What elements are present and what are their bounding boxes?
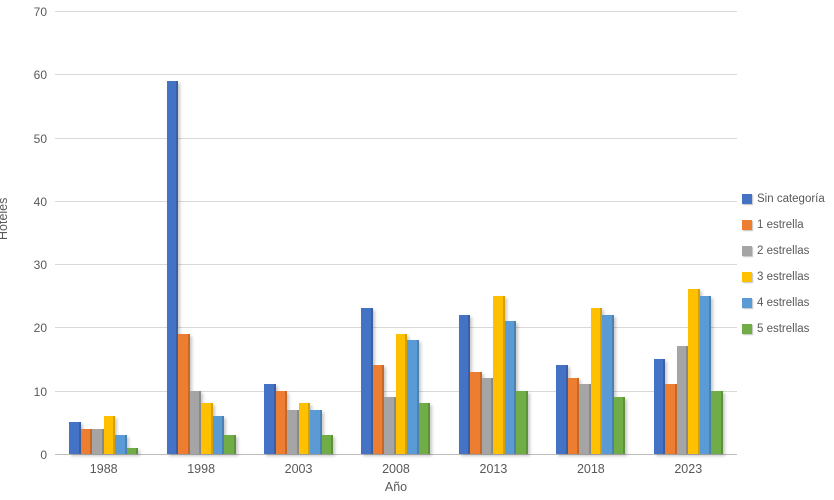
x-axis-tick-labels: 1988 1998 2003 2008 2013 2018 2023 bbox=[55, 462, 737, 478]
bar-3-estrellas-2018 bbox=[590, 308, 603, 454]
gridline-60 bbox=[55, 74, 737, 76]
bar-group-2003 bbox=[250, 11, 347, 455]
y-axis-tick-labels: 0 10 20 30 40 50 60 70 bbox=[0, 0, 47, 500]
bar-sin-categoría-1998 bbox=[166, 80, 179, 455]
bar-group-2018 bbox=[542, 11, 639, 455]
bar-5-estrellas-2023 bbox=[711, 390, 723, 455]
bar-1-estrella-2023 bbox=[665, 384, 677, 454]
x-tick-label-1998: 1998 bbox=[187, 462, 216, 476]
bar-4-estrellas-2018 bbox=[602, 314, 614, 455]
bar-3-estrellas-2003 bbox=[298, 403, 311, 454]
legend-label: 3 estrellas bbox=[757, 271, 810, 283]
legend-label: 1 estrella bbox=[757, 219, 804, 231]
x-tick-label-2023: 2023 bbox=[674, 462, 703, 476]
bar-5-estrellas-2013 bbox=[516, 390, 528, 455]
y-tick-label-0: 0 bbox=[40, 448, 47, 462]
bar-2-estrellas-1988 bbox=[92, 428, 104, 455]
legend-item-2-estrellas: 2 estrellas bbox=[742, 238, 825, 264]
x-axis-title: Año bbox=[384, 480, 408, 494]
bar-3-estrellas-2008 bbox=[395, 333, 408, 455]
gridline-20 bbox=[55, 327, 737, 329]
plot-area bbox=[55, 11, 737, 455]
bar-1-estrella-1998 bbox=[178, 333, 190, 455]
x-tick-label-2008: 2008 bbox=[382, 462, 410, 476]
bar-5-estrellas-2008 bbox=[418, 403, 431, 454]
bar-3-estrellas-1998 bbox=[201, 403, 213, 454]
x-tick-label-2018: 2018 bbox=[576, 462, 605, 476]
y-tick-label-60: 60 bbox=[33, 68, 47, 83]
bar-4-estrellas-2003 bbox=[310, 409, 322, 455]
legend-label: Sin categoría bbox=[757, 193, 825, 205]
bar-group-1988 bbox=[55, 11, 152, 455]
legend-label: 5 estrellas bbox=[757, 323, 810, 335]
bar-2-estrellas-2023 bbox=[676, 346, 689, 454]
bar-1-estrella-2018 bbox=[567, 378, 580, 454]
bar-1-estrella-2008 bbox=[372, 365, 385, 454]
bar-2-estrellas-2003 bbox=[287, 409, 299, 455]
bar-sin-categoría-2013 bbox=[458, 314, 471, 455]
x-tick-label-2003: 2003 bbox=[284, 462, 313, 476]
legend-item-sin-categoría: Sin categoría bbox=[742, 186, 825, 212]
legend-swatch-icon bbox=[742, 220, 752, 230]
bar-group-2008 bbox=[347, 11, 444, 455]
bar-sin-categoría-1988 bbox=[69, 422, 81, 454]
bar-5-estrellas-2003 bbox=[321, 435, 334, 454]
bar-5-estrellas-1988 bbox=[126, 447, 139, 455]
legend-item-5-estrellas: 5 estrellas bbox=[742, 316, 825, 342]
bar-5-estrellas-2018 bbox=[613, 397, 626, 454]
bar-2-estrellas-2008 bbox=[384, 397, 396, 454]
y-tick-label-50: 50 bbox=[33, 131, 47, 146]
legend-label: 2 estrellas bbox=[757, 245, 810, 257]
bar-3-estrellas-2023 bbox=[688, 289, 700, 454]
bar-2-estrellas-2013 bbox=[481, 378, 494, 454]
bar-4-estrellas-2008 bbox=[407, 340, 419, 454]
legend-swatch-icon bbox=[742, 272, 752, 282]
y-tick-label-40: 40 bbox=[33, 194, 47, 209]
gridline-70 bbox=[55, 11, 737, 12]
gridline-40 bbox=[55, 200, 737, 202]
legend-item-4-estrellas: 4 estrellas bbox=[742, 290, 825, 316]
y-tick-label-10: 10 bbox=[33, 384, 47, 399]
legend-swatch-icon bbox=[742, 246, 752, 256]
bar-2-estrellas-2018 bbox=[579, 384, 591, 454]
x-axis-line bbox=[55, 454, 737, 455]
x-tick-label-1988: 1988 bbox=[89, 462, 118, 476]
bar-group-1998 bbox=[152, 11, 249, 455]
bar-sin-categoría-2023 bbox=[653, 359, 666, 454]
legend-item-1-estrella: 1 estrella bbox=[742, 212, 825, 238]
bar-5-estrellas-1998 bbox=[224, 435, 236, 454]
legend-swatch-icon bbox=[742, 298, 752, 308]
y-tick-label-70: 70 bbox=[33, 5, 47, 19]
bar-sin-categoría-2018 bbox=[556, 365, 568, 454]
bar-group-2013 bbox=[445, 11, 542, 455]
bar-3-estrellas-2013 bbox=[493, 295, 505, 455]
bar-4-estrellas-1988 bbox=[115, 435, 127, 454]
x-tick-label-2013: 2013 bbox=[479, 462, 508, 476]
bar-1-estrella-2013 bbox=[470, 371, 482, 455]
y-tick-label-20: 20 bbox=[33, 321, 47, 336]
y-tick-label-30: 30 bbox=[33, 258, 47, 273]
bar-4-estrellas-2023 bbox=[699, 295, 712, 455]
legend: Sin categoría 1 estrella 2 estrellas 3 estr… bbox=[742, 186, 825, 342]
legend-item-3-estrellas: 3 estrellas bbox=[742, 264, 825, 290]
gridline-50 bbox=[55, 137, 737, 139]
bar-3-estrellas-1988 bbox=[103, 416, 116, 454]
bar-4-estrellas-2013 bbox=[504, 321, 517, 454]
bar-4-estrellas-1998 bbox=[212, 416, 225, 454]
gridline-30 bbox=[55, 264, 737, 266]
bar-sin-categoría-2008 bbox=[361, 308, 373, 454]
bar-1-estrella-1988 bbox=[80, 428, 93, 455]
legend-swatch-icon bbox=[742, 194, 752, 204]
bar-group-2023 bbox=[640, 11, 737, 455]
legend-swatch-icon bbox=[742, 324, 752, 334]
bar-1-estrella-2003 bbox=[275, 390, 288, 455]
bar-sin-categoría-2003 bbox=[264, 384, 276, 454]
legend-label: 4 estrellas bbox=[757, 297, 810, 309]
bar-2-estrellas-1998 bbox=[189, 390, 202, 455]
